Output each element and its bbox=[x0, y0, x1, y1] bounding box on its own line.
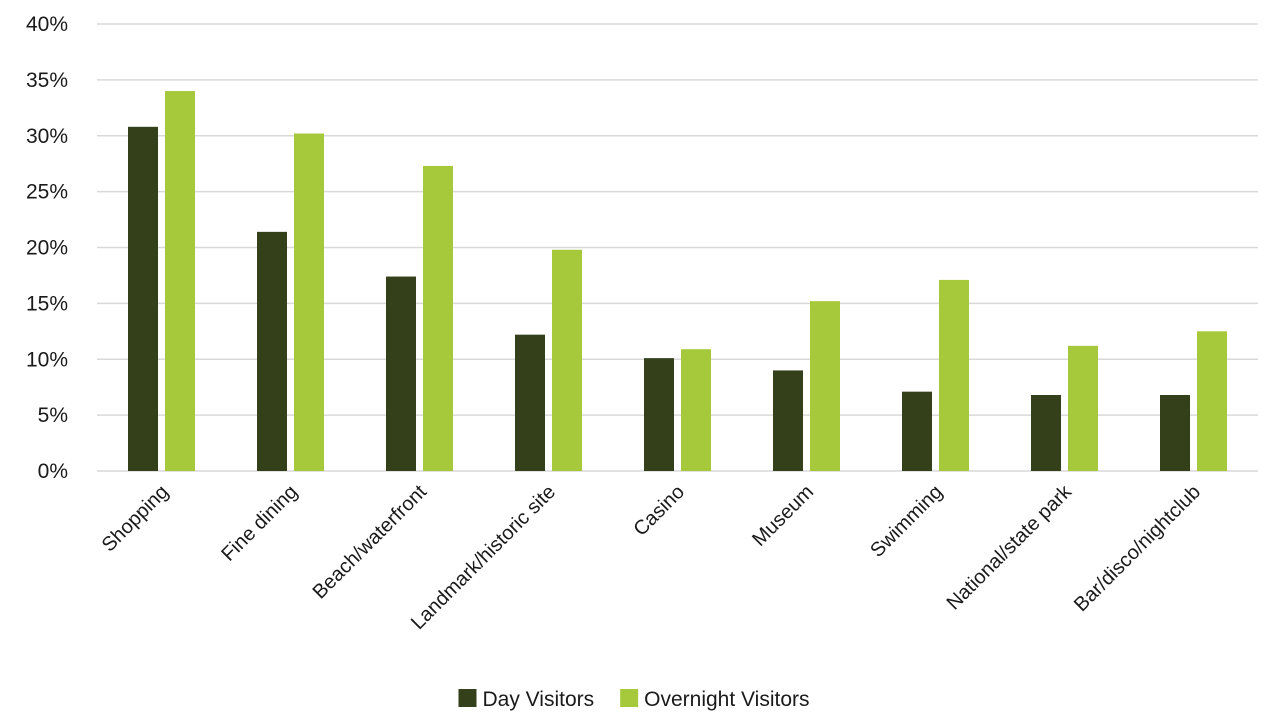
bar-day-5 bbox=[773, 370, 803, 471]
x-tick-label: Swimming bbox=[866, 481, 947, 562]
bar-day-2 bbox=[386, 276, 416, 471]
y-axis: 0% 5% 10% 15% 20% 25% 30% 35% 40% bbox=[26, 13, 68, 483]
bar-day-7 bbox=[1031, 395, 1061, 471]
y-tick-label: 30% bbox=[26, 125, 68, 148]
y-tick-label: 25% bbox=[26, 181, 68, 204]
bar-overnight-0 bbox=[165, 91, 195, 472]
x-axis: Shopping Fine dining Beach/waterfrontLandm… bbox=[98, 480, 1205, 634]
y-tick-label: 40% bbox=[26, 13, 68, 36]
x-tick-label: Fine dining bbox=[217, 481, 302, 566]
y-tick-label: 35% bbox=[26, 69, 68, 92]
bar-day-8 bbox=[1160, 395, 1190, 471]
x-tick-label: Bar/disco/nightclub bbox=[1070, 481, 1205, 616]
bar-overnight-8 bbox=[1197, 331, 1227, 471]
legend-swatch-day bbox=[458, 689, 477, 707]
x-tick-label: Beach/waterfront bbox=[309, 481, 432, 604]
bar-day-0 bbox=[128, 126, 158, 471]
bar-day-6 bbox=[902, 391, 932, 471]
x-tick-label: Museum bbox=[748, 481, 818, 551]
y-tick-label: 15% bbox=[26, 292, 68, 315]
legend-label: Day Visitors bbox=[482, 688, 594, 711]
gridlines bbox=[97, 23, 1258, 472]
bar-day-4 bbox=[644, 358, 674, 471]
bar-overnight-1 bbox=[294, 133, 324, 471]
x-tick-label: Shopping bbox=[98, 481, 173, 556]
x-tick-label: Casino bbox=[629, 481, 689, 541]
legend-label: Overnight Visitors bbox=[644, 688, 809, 711]
bar-overnight-2 bbox=[423, 165, 453, 472]
bar-day-3 bbox=[515, 334, 545, 471]
bar-overnight-6 bbox=[939, 279, 969, 471]
bar-overnight-5 bbox=[810, 301, 840, 471]
x-tick-label: Landmark/historic site bbox=[407, 481, 560, 634]
x-tick-label: National/state park bbox=[943, 480, 1077, 614]
y-tick-label: 5% bbox=[38, 404, 68, 427]
bar-overnight-7 bbox=[1068, 345, 1098, 471]
bar-day-1 bbox=[257, 231, 287, 471]
bars bbox=[128, 91, 1227, 472]
legend: Day Visitors Overnight Visitors bbox=[458, 688, 810, 711]
y-tick-label: 20% bbox=[26, 237, 68, 260]
y-tick-label: 0% bbox=[38, 460, 68, 483]
legend-swatch-overnight bbox=[620, 689, 639, 707]
bar-overnight-3 bbox=[552, 249, 582, 471]
y-tick-label: 10% bbox=[26, 348, 68, 371]
bar-overnight-4 bbox=[681, 349, 711, 471]
